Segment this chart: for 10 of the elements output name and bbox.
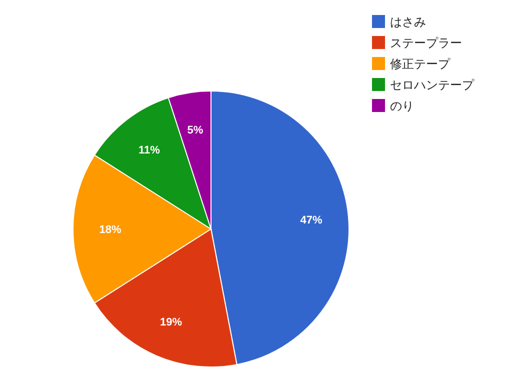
legend-label: ステープラー <box>390 36 462 50</box>
data-label: 47% <box>300 214 323 227</box>
legend-label: のり <box>390 99 414 113</box>
data-label: 19% <box>160 316 182 328</box>
data-label: 11% <box>138 144 160 156</box>
data-label: 18% <box>99 224 122 236</box>
data-label: 5% <box>187 124 204 136</box>
legend-label: 修正テープ <box>390 57 451 71</box>
legend-label: セロハンテープ <box>390 78 475 92</box>
legend-label: はさみ <box>390 15 426 29</box>
